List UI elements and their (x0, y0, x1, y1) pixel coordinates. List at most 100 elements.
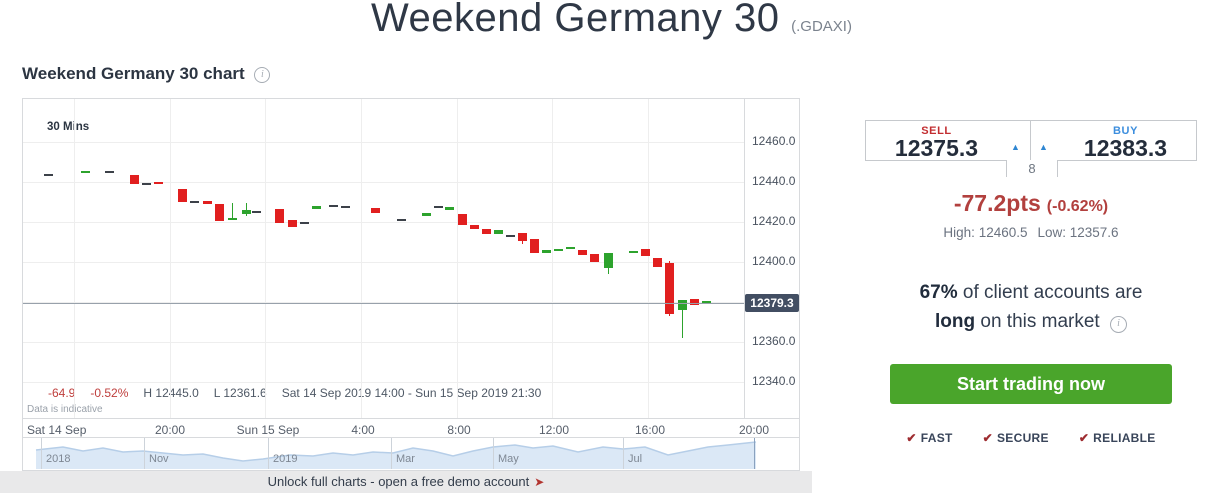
candle (242, 210, 251, 214)
candle (470, 225, 479, 229)
candle (329, 205, 338, 207)
trust-badge-label: SECURE (997, 431, 1049, 445)
gridline (23, 382, 744, 383)
gridline (648, 99, 649, 418)
candle (494, 230, 503, 234)
candle (275, 209, 284, 223)
candle (422, 213, 431, 216)
candle (653, 258, 662, 267)
price-up-tick-icon: ▲ (1011, 142, 1020, 152)
candle (397, 219, 406, 221)
time-axis-label: 4:00 (351, 423, 375, 437)
chart-section-title: Weekend Germany 30 chart i (22, 64, 271, 84)
candle (341, 206, 350, 208)
candle (44, 174, 53, 176)
stat-high: H 12445.0 (143, 386, 199, 400)
time-axis-label: 20:00 (738, 423, 770, 437)
stat-low: L 12361.6 (213, 386, 267, 400)
candle-plot[interactable]: 30 Mins -64.9 -0.52% H 12445.0 L 12361.6… (23, 99, 799, 437)
stat-change-pct: -0.52% (90, 386, 129, 400)
candle (178, 189, 187, 202)
price-axis-label: 12340.0 (752, 374, 796, 388)
buy-label: BUY (1112, 125, 1139, 137)
candle (542, 250, 551, 253)
info-icon[interactable]: i (254, 67, 271, 83)
current-price-badge: 12379.3 (745, 294, 799, 312)
candle (142, 183, 151, 185)
high-low-row: High: 12460.5 Low: 12357.6 (865, 225, 1197, 240)
chart-interval-label: 30 Mins (47, 121, 90, 133)
price-axis-label: 12400.0 (752, 254, 796, 268)
candle (482, 229, 491, 234)
candle (252, 211, 261, 213)
trust-badge-label: RELIABLE (1093, 431, 1156, 445)
time-axis-label: Sun 15 Sep (236, 423, 300, 437)
candle (288, 220, 297, 227)
timeline-label: 2018 (46, 453, 71, 465)
candle (203, 201, 212, 204)
day-low: Low: 12357.6 (1037, 225, 1119, 240)
candle-wick (232, 203, 233, 220)
check-icon: ✔ (906, 431, 917, 445)
trust-badge: ✔ FAST (906, 431, 952, 445)
client-sentiment: 67% of client accounts are long on this … (865, 278, 1197, 337)
info-icon[interactable]: i (1110, 316, 1127, 334)
candle (578, 250, 587, 255)
data-indicative-note: Data is indicative (27, 404, 103, 415)
timeline-label: Jul (628, 453, 643, 465)
price-up-tick-icon: ▲ (1039, 142, 1048, 152)
candle-wick (246, 203, 247, 216)
candle (506, 235, 515, 237)
price-axis-label: 12440.0 (752, 174, 796, 188)
gridline (361, 99, 362, 418)
candle (371, 208, 380, 213)
unlock-charts-banner[interactable]: Unlock full charts - open a free demo ac… (0, 471, 812, 493)
timeline-range-selector[interactable]: 2018 Nov 2019 Mar May Jul (22, 438, 800, 471)
chart-section-title-text: Weekend Germany 30 chart (22, 64, 245, 83)
candle (604, 253, 613, 268)
timeline-divider (144, 438, 145, 469)
candle (130, 175, 139, 184)
gridline (265, 99, 266, 418)
candle (629, 251, 638, 253)
price-axis-label: 12360.0 (752, 334, 796, 348)
start-trading-button[interactable]: Start trading now (890, 364, 1172, 404)
trust-badge: ✔ RELIABLE (1079, 431, 1156, 445)
buy-price: 12383.3 (1083, 135, 1168, 161)
candle (678, 300, 687, 310)
gridline (170, 99, 171, 418)
gridline (23, 302, 744, 303)
banner-link[interactable]: Unlock full charts - open a free demo ac… (267, 474, 530, 489)
gridline (552, 99, 553, 418)
candle (215, 204, 224, 221)
gridline (74, 99, 75, 418)
candle (702, 301, 711, 303)
timeline-selection-end[interactable] (754, 438, 755, 469)
candle (554, 249, 563, 251)
candle (690, 299, 699, 305)
day-change-pct: (-0.62%) (1046, 198, 1109, 215)
timeline-label: Nov (149, 453, 169, 465)
candle (518, 233, 527, 241)
instrument-name: Weekend Germany 30 (371, 0, 780, 40)
price-summary: -77.2pts (-0.62%) High: 12460.5 Low: 12357… (865, 190, 1197, 240)
deal-ticket: SELL 12375.3 BUY 12383.3 ▲ ▲ 8 (865, 120, 1197, 177)
timeline-divider (493, 438, 494, 469)
candle (566, 247, 575, 249)
gridline (23, 222, 744, 223)
deal-panel: SELL 12375.3 BUY 12383.3 ▲ ▲ 8 -77.2pts (… (865, 120, 1197, 480)
stat-change: -64.9 (48, 386, 76, 400)
gridline (23, 262, 744, 263)
plot-bottom-border (23, 418, 799, 419)
price-axis-label: 12420.0 (752, 214, 796, 228)
buy-button[interactable]: BUY 12383.3 (1030, 121, 1196, 160)
chart-stats-row: -64.9 -0.52% H 12445.0 L 12361.6 Sat 14 … (48, 386, 541, 400)
time-axis-label: 8:00 (447, 423, 471, 437)
sell-button[interactable]: SELL 12375.3 (866, 121, 1031, 160)
timeline-label: 2019 (273, 453, 298, 465)
check-icon: ✔ (1078, 431, 1090, 445)
candle (530, 239, 539, 253)
gridline (23, 182, 744, 183)
stat-range: Sat 14 Sep 2019 14:00 - Sun 15 Sep 2019 … (281, 386, 542, 400)
